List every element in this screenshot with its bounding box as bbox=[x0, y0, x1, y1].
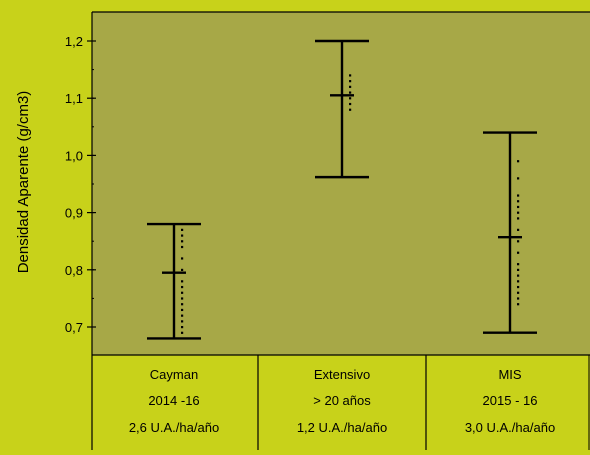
data-point bbox=[181, 314, 184, 317]
category-label: 3,0 U.A./ha/año bbox=[465, 420, 555, 435]
category-label: 1,2 U.A./ha/año bbox=[297, 420, 387, 435]
category-label: 2014 -16 bbox=[148, 393, 199, 408]
category-label: 2015 - 16 bbox=[483, 393, 538, 408]
data-point bbox=[181, 240, 184, 243]
y-tick-label: 1,1 bbox=[65, 91, 83, 106]
y-tick-label: 0,8 bbox=[65, 263, 83, 278]
y-tick-label: 1,2 bbox=[65, 34, 83, 49]
y-tick-label: 0,9 bbox=[65, 206, 83, 221]
category-label: Extensivo bbox=[314, 367, 370, 382]
data-point bbox=[181, 297, 184, 300]
data-point bbox=[517, 268, 520, 271]
data-point bbox=[181, 257, 184, 260]
data-point bbox=[517, 303, 520, 306]
data-point bbox=[181, 280, 184, 283]
data-point bbox=[181, 268, 184, 271]
data-point bbox=[517, 285, 520, 289]
data-point bbox=[517, 297, 520, 300]
data-point bbox=[517, 240, 520, 243]
data-point bbox=[181, 331, 184, 334]
data-point bbox=[181, 285, 184, 289]
data-point bbox=[517, 177, 520, 180]
data-point bbox=[181, 308, 184, 312]
data-point bbox=[181, 320, 184, 323]
data-point bbox=[349, 102, 352, 106]
data-point bbox=[517, 263, 520, 266]
data-point bbox=[349, 85, 352, 88]
y-axis-title: Densidad Aparente (g/cm3) bbox=[15, 91, 32, 274]
data-point bbox=[517, 291, 520, 294]
category-label: Cayman bbox=[150, 367, 198, 382]
data-point bbox=[181, 291, 184, 294]
data-point bbox=[517, 194, 520, 197]
data-point bbox=[517, 160, 520, 163]
data-point bbox=[349, 91, 352, 94]
y-tick-label: 1,0 bbox=[65, 148, 83, 163]
data-point bbox=[517, 217, 520, 220]
data-point bbox=[181, 303, 184, 306]
data-point bbox=[181, 245, 184, 249]
data-point bbox=[349, 97, 352, 100]
data-point bbox=[517, 211, 520, 214]
data-point bbox=[517, 205, 520, 209]
error-bar-group bbox=[315, 39, 369, 179]
error-bar-group bbox=[483, 131, 537, 334]
data-point bbox=[517, 280, 520, 283]
data-point bbox=[517, 200, 520, 203]
data-point bbox=[517, 251, 520, 254]
category-label: MIS bbox=[498, 367, 521, 382]
data-point bbox=[181, 234, 184, 237]
data-point bbox=[349, 80, 352, 83]
data-point bbox=[181, 326, 184, 329]
error-bar-group bbox=[147, 222, 201, 340]
data-point bbox=[349, 108, 352, 111]
data-point bbox=[349, 74, 352, 77]
data-point bbox=[181, 228, 184, 231]
y-tick-label: 0,7 bbox=[65, 320, 83, 335]
data-point bbox=[517, 228, 520, 231]
category-label: > 20 años bbox=[313, 393, 371, 408]
category-label: 2,6 U.A./ha/año bbox=[129, 420, 219, 435]
data-point bbox=[517, 274, 520, 277]
